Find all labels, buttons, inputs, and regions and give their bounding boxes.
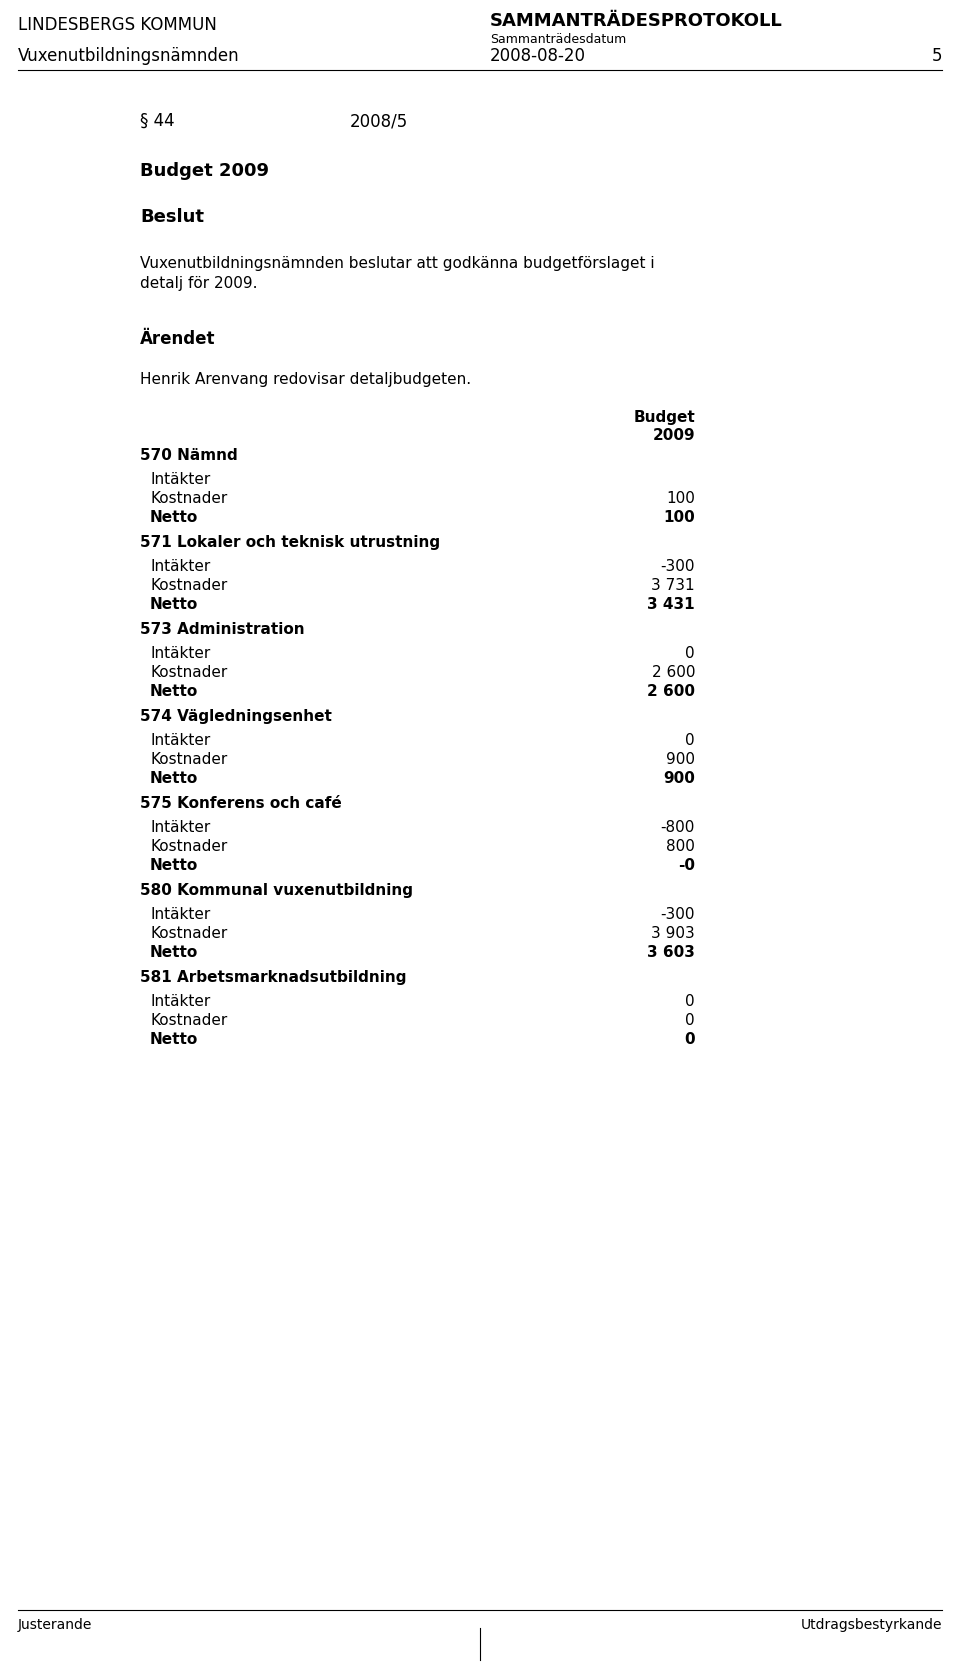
Text: Justerande: Justerande (18, 1617, 92, 1632)
Text: LINDESBERGS KOMMUN: LINDESBERGS KOMMUN (18, 17, 217, 33)
Text: 900: 900 (663, 770, 695, 785)
Text: 100: 100 (666, 491, 695, 506)
Text: Intäkter: Intäkter (150, 559, 210, 574)
Text: 580 Kommunal vuxenutbildning: 580 Kommunal vuxenutbildning (140, 884, 413, 899)
Text: 0: 0 (684, 1032, 695, 1047)
Text: Kostnader: Kostnader (150, 666, 228, 681)
Text: Ärendet: Ärendet (140, 329, 215, 348)
Text: Netto: Netto (150, 770, 199, 785)
Text: 3 603: 3 603 (647, 945, 695, 960)
Text: -800: -800 (660, 820, 695, 835)
Text: SAMMANTRÄDESPROTOKOLL: SAMMANTRÄDESPROTOKOLL (490, 12, 782, 30)
Text: Sammanträdesdatum: Sammanträdesdatum (490, 33, 626, 47)
Text: 2 600: 2 600 (647, 684, 695, 699)
Text: Kostnader: Kostnader (150, 752, 228, 767)
Text: detalj för 2009.: detalj för 2009. (140, 276, 257, 291)
Text: 573 Administration: 573 Administration (140, 622, 304, 637)
Text: 800: 800 (666, 839, 695, 854)
Text: 570 Nämnd: 570 Nämnd (140, 448, 238, 463)
Text: Netto: Netto (150, 859, 199, 874)
Text: 581 Arbetsmarknadsutbildning: 581 Arbetsmarknadsutbildning (140, 970, 406, 985)
Text: 2008/5: 2008/5 (350, 111, 408, 130)
Text: Kostnader: Kostnader (150, 925, 228, 942)
Text: 571 Lokaler och teknisk utrustning: 571 Lokaler och teknisk utrustning (140, 536, 440, 551)
Text: 100: 100 (663, 509, 695, 526)
Text: Intäkter: Intäkter (150, 646, 210, 661)
Text: Kostnader: Kostnader (150, 1013, 228, 1028)
Text: Kostnader: Kostnader (150, 577, 228, 592)
Text: 0: 0 (685, 646, 695, 661)
Text: Intäkter: Intäkter (150, 473, 210, 488)
Text: Vuxenutbildningsnämnden beslutar att godkänna budgetförslaget i: Vuxenutbildningsnämnden beslutar att god… (140, 256, 655, 271)
Text: Vuxenutbildningsnämnden: Vuxenutbildningsnämnden (18, 47, 240, 65)
Text: Kostnader: Kostnader (150, 491, 228, 506)
Text: 0: 0 (685, 734, 695, 749)
Text: -300: -300 (660, 559, 695, 574)
Text: Intäkter: Intäkter (150, 820, 210, 835)
Text: Intäkter: Intäkter (150, 907, 210, 922)
Text: -300: -300 (660, 907, 695, 922)
Text: 574 Vägledningsenhet: 574 Vägledningsenhet (140, 709, 332, 724)
Text: Netto: Netto (150, 945, 199, 960)
Text: 0: 0 (685, 1013, 695, 1028)
Text: 3 431: 3 431 (647, 597, 695, 612)
Text: Budget: Budget (634, 409, 695, 424)
Text: 900: 900 (666, 752, 695, 767)
Text: 5: 5 (931, 47, 942, 65)
Text: 3 731: 3 731 (652, 577, 695, 592)
Text: Netto: Netto (150, 684, 199, 699)
Text: Netto: Netto (150, 1032, 199, 1047)
Text: Intäkter: Intäkter (150, 993, 210, 1008)
Text: 2009: 2009 (653, 428, 695, 443)
Text: Budget 2009: Budget 2009 (140, 161, 269, 180)
Text: Utdragsbestyrkande: Utdragsbestyrkande (801, 1617, 942, 1632)
Text: 0: 0 (685, 993, 695, 1008)
Text: Henrik Arenvang redovisar detaljbudgeten.: Henrik Arenvang redovisar detaljbudgeten… (140, 373, 471, 388)
Text: 3 903: 3 903 (651, 925, 695, 942)
Text: § 44: § 44 (140, 111, 175, 130)
Text: 2008-08-20: 2008-08-20 (490, 47, 586, 65)
Text: 2 600: 2 600 (652, 666, 695, 681)
Text: Netto: Netto (150, 597, 199, 612)
Text: Beslut: Beslut (140, 208, 204, 226)
Text: Intäkter: Intäkter (150, 734, 210, 749)
Text: 575 Konferens och café: 575 Konferens och café (140, 795, 342, 810)
Text: Netto: Netto (150, 509, 199, 526)
Text: -0: -0 (678, 859, 695, 874)
Text: Kostnader: Kostnader (150, 839, 228, 854)
